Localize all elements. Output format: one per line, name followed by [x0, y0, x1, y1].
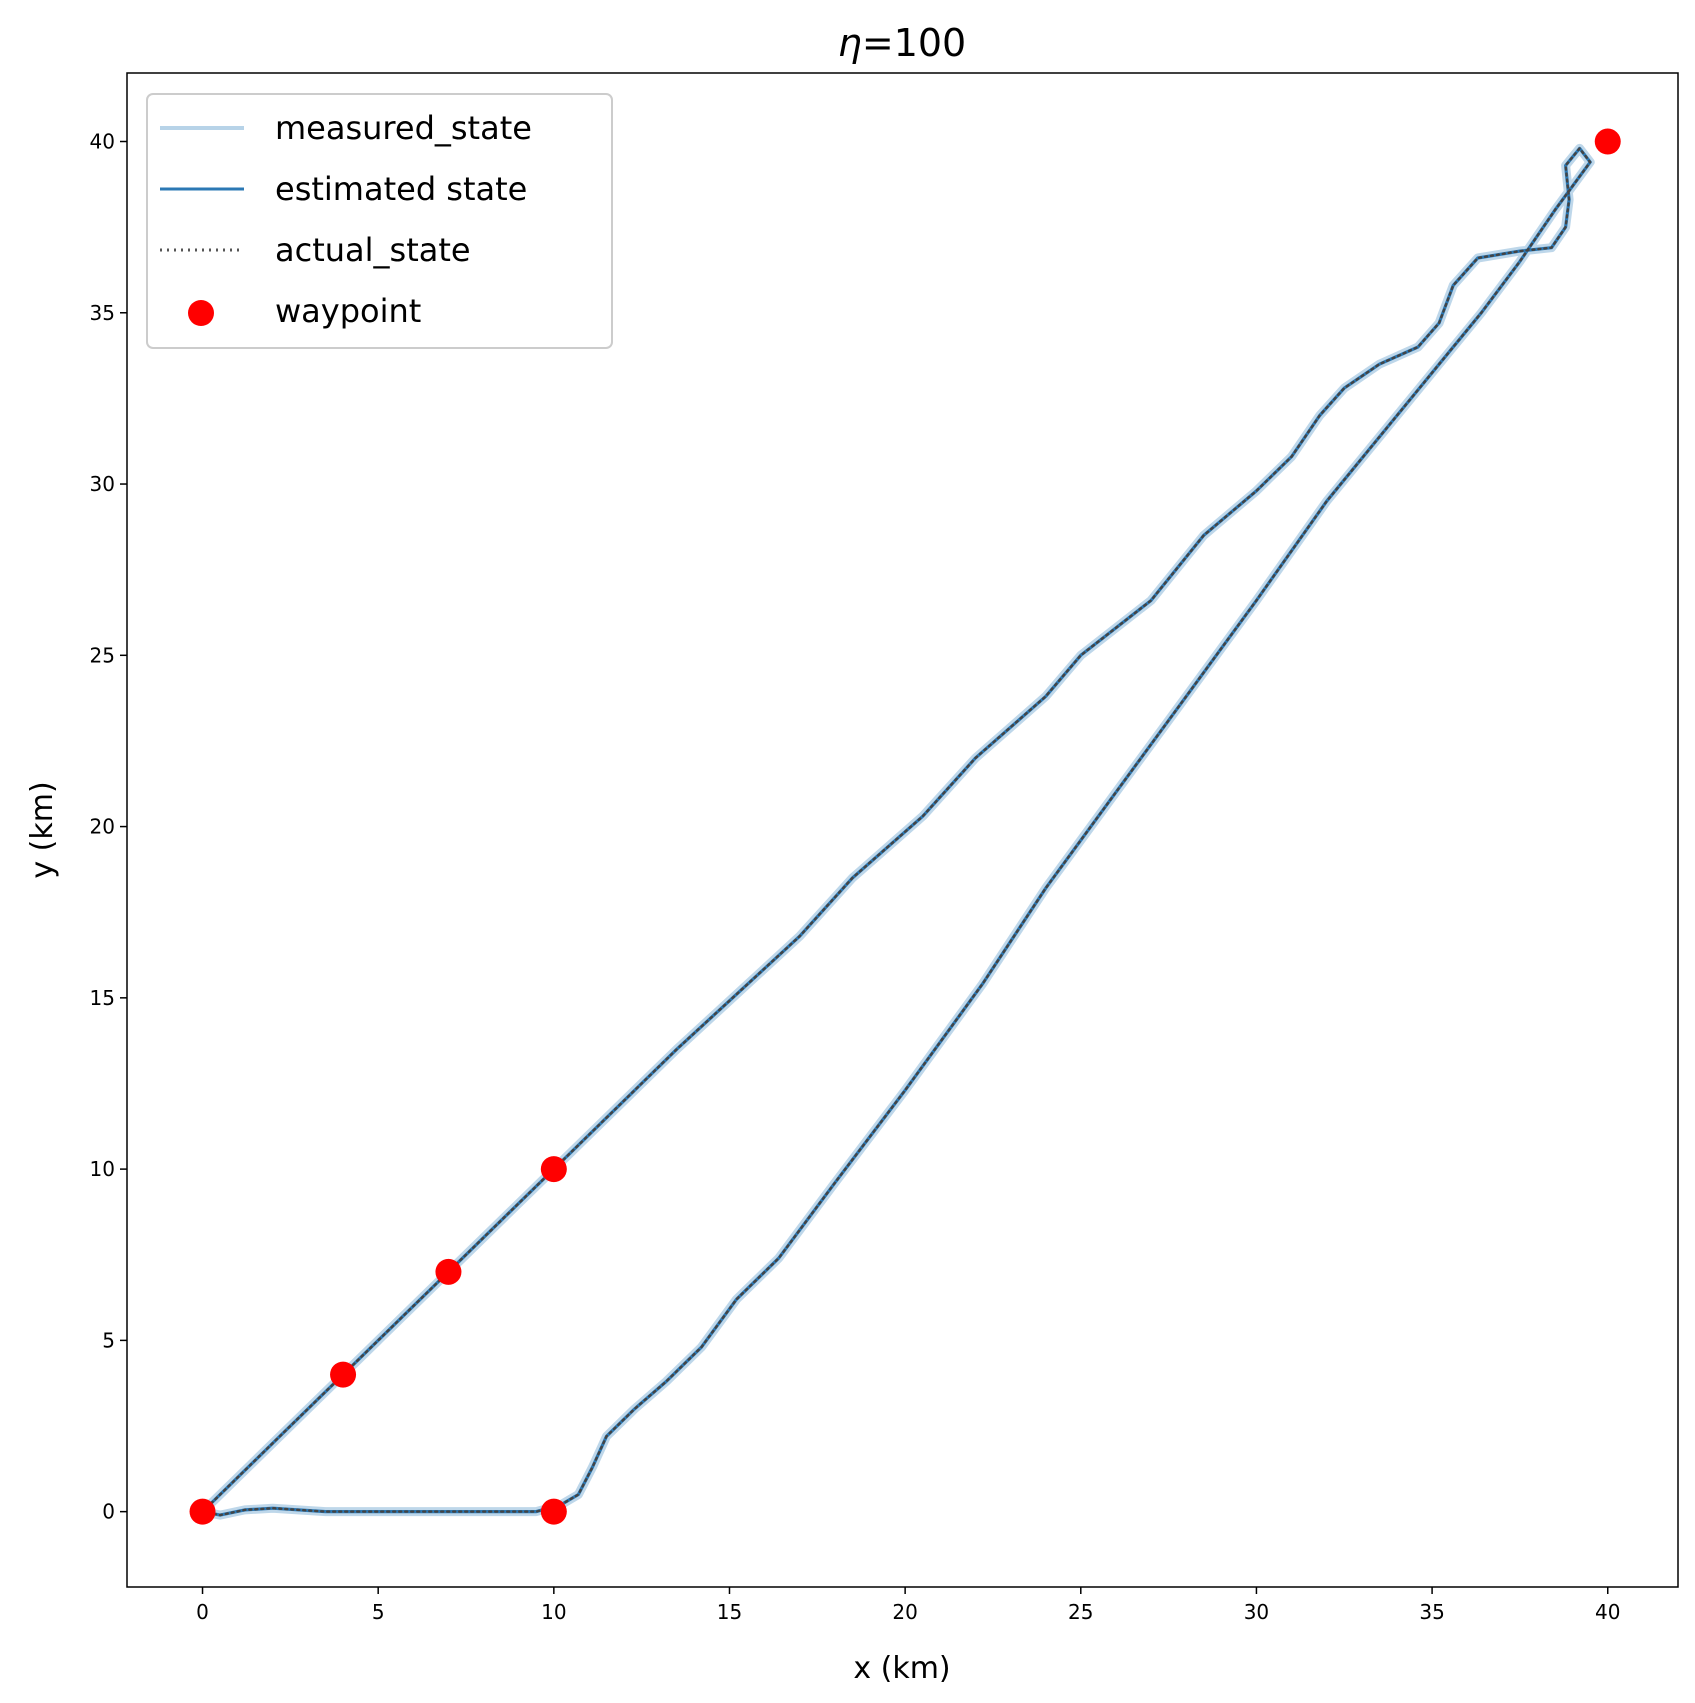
waypoint-layer	[189, 128, 1621, 1525]
y-tick-label: 15	[90, 986, 115, 1010]
waypoint-marker	[189, 1498, 216, 1525]
waypoint-marker	[435, 1258, 462, 1285]
chart-title: η=100	[838, 21, 966, 65]
legend-marker	[188, 300, 214, 326]
series-layer	[198, 143, 1595, 1520]
x-tick-label: 20	[892, 1600, 917, 1624]
y-tick-label: 10	[90, 1157, 115, 1181]
plot-area	[126, 72, 1679, 1588]
y-axis-ticks: 0 5 10 15 20 25 30 35 40	[90, 130, 127, 1524]
legend-items: measured_state estimated state actual_stat…	[160, 109, 532, 330]
legend-frame	[146, 93, 613, 349]
x-axis-ticks: 0 5 10 15 20 25 30 35 40	[196, 1587, 1620, 1624]
legend: measured_state estimated state actual_stat…	[146, 93, 613, 349]
x-tick-label: 40	[1595, 1600, 1620, 1624]
y-tick-label: 0	[102, 1500, 115, 1524]
waypoint-marker	[540, 1156, 567, 1183]
waypoint-marker	[1594, 128, 1621, 155]
legend-label: actual_state	[275, 231, 471, 269]
x-tick-label: 0	[196, 1600, 209, 1624]
y-tick-label: 20	[90, 815, 115, 839]
x-tick-label: 35	[1419, 1600, 1444, 1624]
chart-title-value: =100	[862, 21, 966, 65]
waypoint-marker	[330, 1361, 357, 1388]
y-tick-label: 30	[90, 472, 115, 496]
x-axis-label: x (km)	[853, 1651, 950, 1686]
x-tick-label: 15	[717, 1600, 742, 1624]
x-tick-label: 30	[1244, 1600, 1269, 1624]
chart-title-symbol: η	[838, 21, 862, 65]
y-tick-label: 40	[90, 130, 115, 154]
y-tick-label: 5	[102, 1328, 115, 1352]
y-axis-label: y (km)	[25, 781, 60, 878]
x-tick-label: 5	[372, 1600, 385, 1624]
legend-label: measured_state	[275, 109, 532, 147]
x-tick-label: 25	[1068, 1600, 1093, 1624]
legend-label: waypoint	[275, 292, 421, 330]
y-tick-label: 35	[90, 301, 115, 325]
waypoint-marker	[540, 1498, 567, 1525]
x-tick-label: 10	[541, 1600, 566, 1624]
axes-frame	[126, 72, 1679, 1588]
series-actual-state	[201, 147, 1592, 1517]
legend-label: estimated state	[275, 170, 527, 208]
y-tick-label: 25	[90, 643, 115, 667]
